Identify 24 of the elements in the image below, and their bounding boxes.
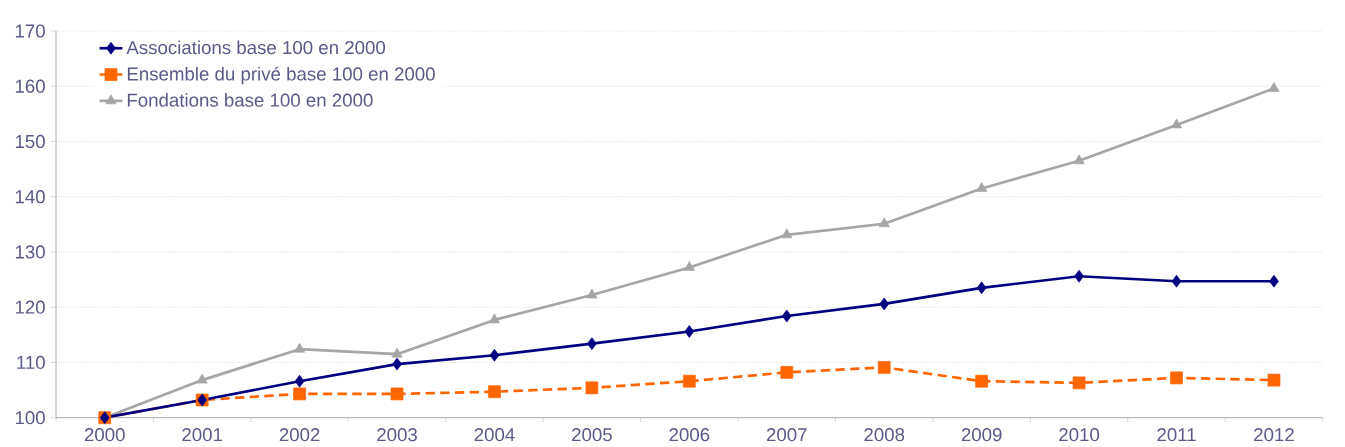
x-tick-label: 2007 (766, 428, 807, 442)
y-tick-label: 120 (15, 300, 45, 314)
y-tick-label: 130 (15, 245, 45, 259)
legend-label: Fondations base 100 en 2000 (127, 93, 373, 107)
x-tick-label: 2010 (1059, 428, 1100, 442)
x-tick-label: 2006 (669, 428, 710, 442)
y-tick-label: 100 (15, 411, 45, 425)
x-tick-label: 2012 (1254, 428, 1294, 442)
legend-label: Ensemble du privé base 100 en 2000 (127, 66, 435, 85)
x-tick-label: 2003 (377, 428, 417, 442)
x-tick-label: 2008 (864, 428, 905, 442)
y-tick-label: 110 (17, 355, 45, 370)
x-tick-label: 2011 (1157, 428, 1196, 442)
x-tick-label: 2009 (961, 428, 1002, 442)
x-tick-label: 2004 (474, 428, 515, 442)
y-tick-label: 140 (15, 190, 45, 204)
x-tick-label: 2002 (279, 428, 320, 442)
y-tick-label: 150 (15, 134, 45, 149)
x-tick-label: 2001 (182, 428, 223, 442)
y-tick-label: 160 (15, 79, 45, 93)
y-tick-label: 170 (15, 24, 45, 38)
legend-label: Associations base 100 en 2000 (126, 40, 386, 55)
x-tick-label: 2000 (84, 428, 125, 442)
x-tick-label: 2005 (572, 428, 612, 442)
